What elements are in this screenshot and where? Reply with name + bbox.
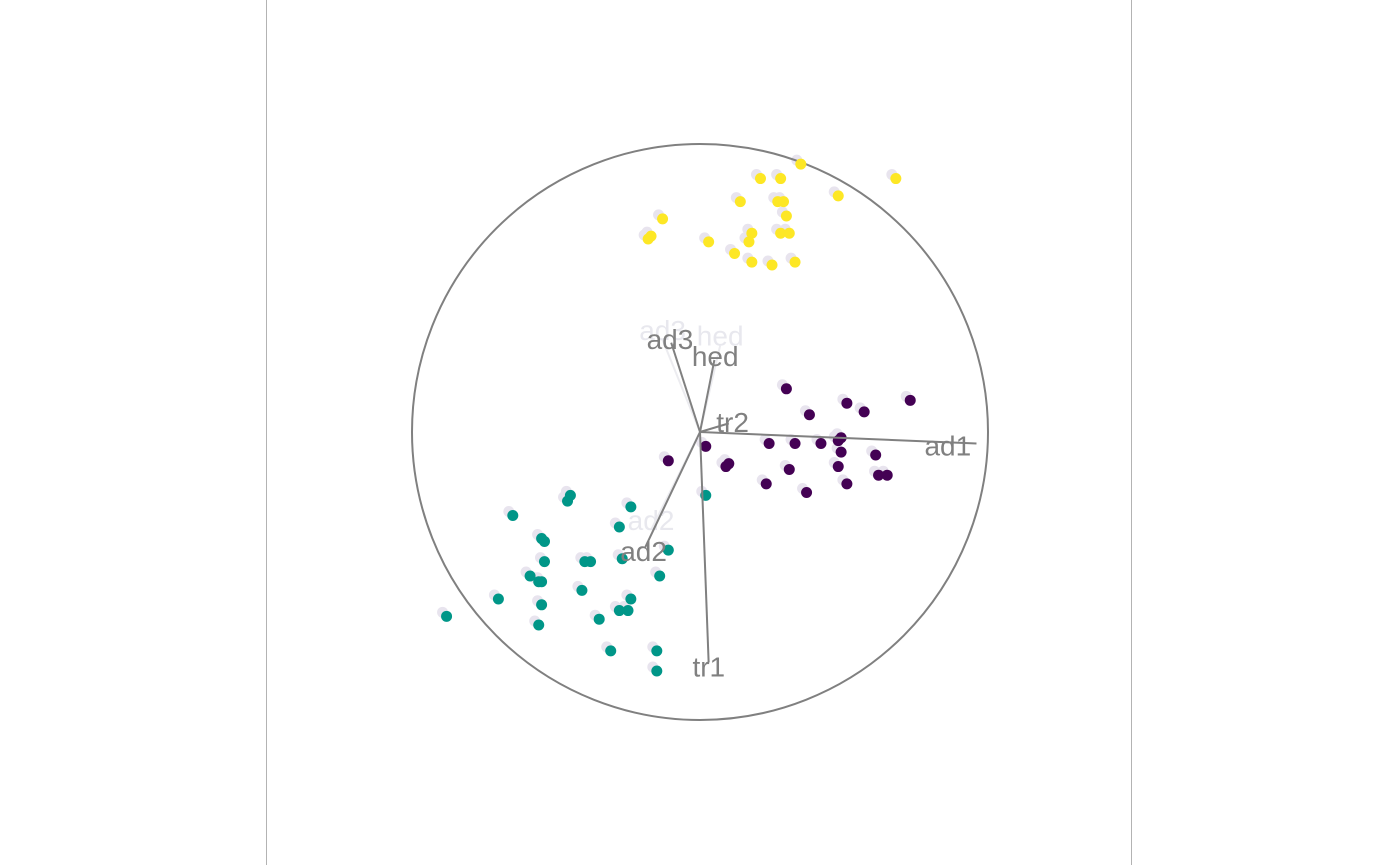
data-point-group-2: [538, 535, 550, 547]
data-point-group-2: [651, 645, 663, 657]
data-point-group-3: [766, 259, 778, 271]
data-point-group-3: [775, 173, 787, 185]
shadow-layer: [437, 154, 912, 673]
data-point-group-1: [870, 449, 882, 461]
points-layer: [441, 158, 916, 677]
data-point-group-1: [858, 406, 870, 418]
data-point-group-1: [783, 463, 795, 475]
data-point-group-3: [746, 227, 758, 239]
data-point-group-2: [625, 593, 637, 605]
data-point-group-1: [841, 397, 853, 409]
plot-panel: [266, 0, 1132, 865]
data-point-group-1: [873, 469, 885, 481]
data-point-group-3: [780, 210, 792, 222]
data-point-group-1: [763, 438, 775, 450]
data-point-group-2: [538, 556, 550, 568]
data-point-group-2: [605, 645, 617, 657]
data-point-group-1: [723, 458, 735, 470]
data-point-group-3: [778, 196, 790, 208]
axis-label-hed: hed: [692, 341, 739, 372]
data-point-group-3: [754, 173, 766, 185]
data-point-group-2: [654, 570, 666, 582]
data-point-group-3: [775, 227, 787, 239]
data-point-group-3: [743, 236, 755, 248]
data-point-group-2: [576, 584, 588, 596]
axis-label-ad3: ad3: [647, 324, 694, 355]
data-point-group-1: [780, 383, 792, 395]
data-point-group-1: [803, 409, 815, 421]
data-point-group-3: [789, 256, 801, 268]
data-point-group-2: [613, 521, 625, 533]
axis-label-tr2: tr2: [716, 407, 749, 438]
ghost-axis-ad3: [661, 339, 701, 433]
data-point-group-3: [729, 247, 741, 259]
data-point-group-2: [492, 593, 504, 605]
data-point-group-2: [662, 544, 674, 556]
ghost-axis-label-hed: hed: [697, 321, 744, 352]
data-point-group-3: [795, 158, 807, 170]
data-point-group-1: [789, 438, 801, 450]
data-point-group-1: [832, 461, 844, 473]
data-point-group-1: [801, 486, 813, 498]
data-point-group-1: [841, 478, 853, 490]
data-point-group-2: [536, 599, 548, 611]
axis-label-ad2: ad2: [620, 536, 667, 567]
data-point-group-3: [746, 256, 758, 268]
axis-line-tr2: [699, 422, 730, 433]
data-point-group-3: [642, 233, 654, 245]
data-point-group-2: [585, 556, 597, 568]
data-point-group-1: [881, 469, 893, 481]
axis-line-hed: [699, 359, 716, 433]
data-point-group-2: [613, 605, 625, 617]
data-point-group-2: [622, 605, 634, 617]
axis-line-ad2: [644, 431, 701, 548]
data-point-group-2: [536, 576, 548, 588]
unit-circle: [411, 143, 989, 721]
axis-line-tr1: [699, 431, 710, 663]
data-point-group-1: [700, 440, 712, 452]
data-point-group-3: [890, 173, 902, 185]
data-point-group-1: [760, 478, 772, 490]
data-point-group-2: [507, 510, 519, 522]
data-point-group-2: [533, 619, 545, 631]
data-point-group-3: [783, 227, 795, 239]
data-point-group-2: [625, 501, 637, 513]
axis-line-ad1: [699, 431, 977, 445]
data-point-group-2: [616, 553, 628, 565]
data-point-group-2: [441, 610, 453, 622]
axis-line-ad3: [670, 342, 701, 433]
data-point-group-1: [815, 438, 827, 450]
ghost-axis-label-ad2: ad2: [628, 505, 675, 536]
data-point-group-1: [662, 455, 674, 467]
data-point-group-2: [524, 570, 536, 582]
data-point-group-2: [593, 613, 605, 625]
data-point-group-2: [562, 495, 574, 507]
data-point-group-3: [703, 236, 715, 248]
data-point-group-1: [904, 394, 916, 406]
data-point-group-1: [835, 446, 847, 458]
data-point-group-2: [651, 665, 663, 677]
axis-label-ad1: ad1: [924, 431, 971, 462]
data-point-group-3: [734, 196, 746, 208]
data-point-group-3: [832, 190, 844, 202]
data-point-group-3: [657, 213, 669, 225]
ghost-axis-label-ad3: ad3: [639, 315, 686, 346]
axis-label-tr1: tr1: [692, 651, 725, 682]
